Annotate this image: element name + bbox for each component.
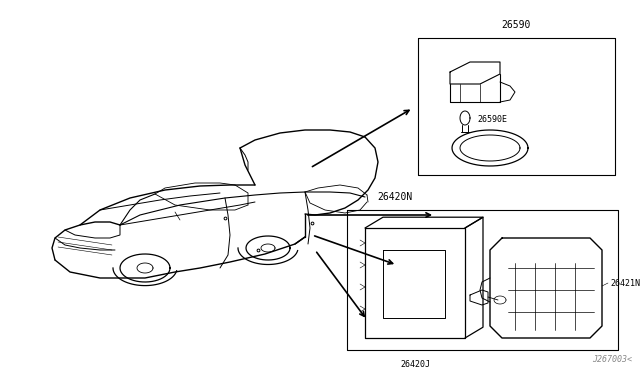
Text: 26421N: 26421N xyxy=(610,279,640,288)
Text: 26590: 26590 xyxy=(502,20,531,30)
Text: J267003<: J267003< xyxy=(592,355,632,364)
Text: 26590E: 26590E xyxy=(477,115,507,125)
Text: 26420J: 26420J xyxy=(400,360,430,369)
Text: 26420N: 26420N xyxy=(377,192,412,202)
